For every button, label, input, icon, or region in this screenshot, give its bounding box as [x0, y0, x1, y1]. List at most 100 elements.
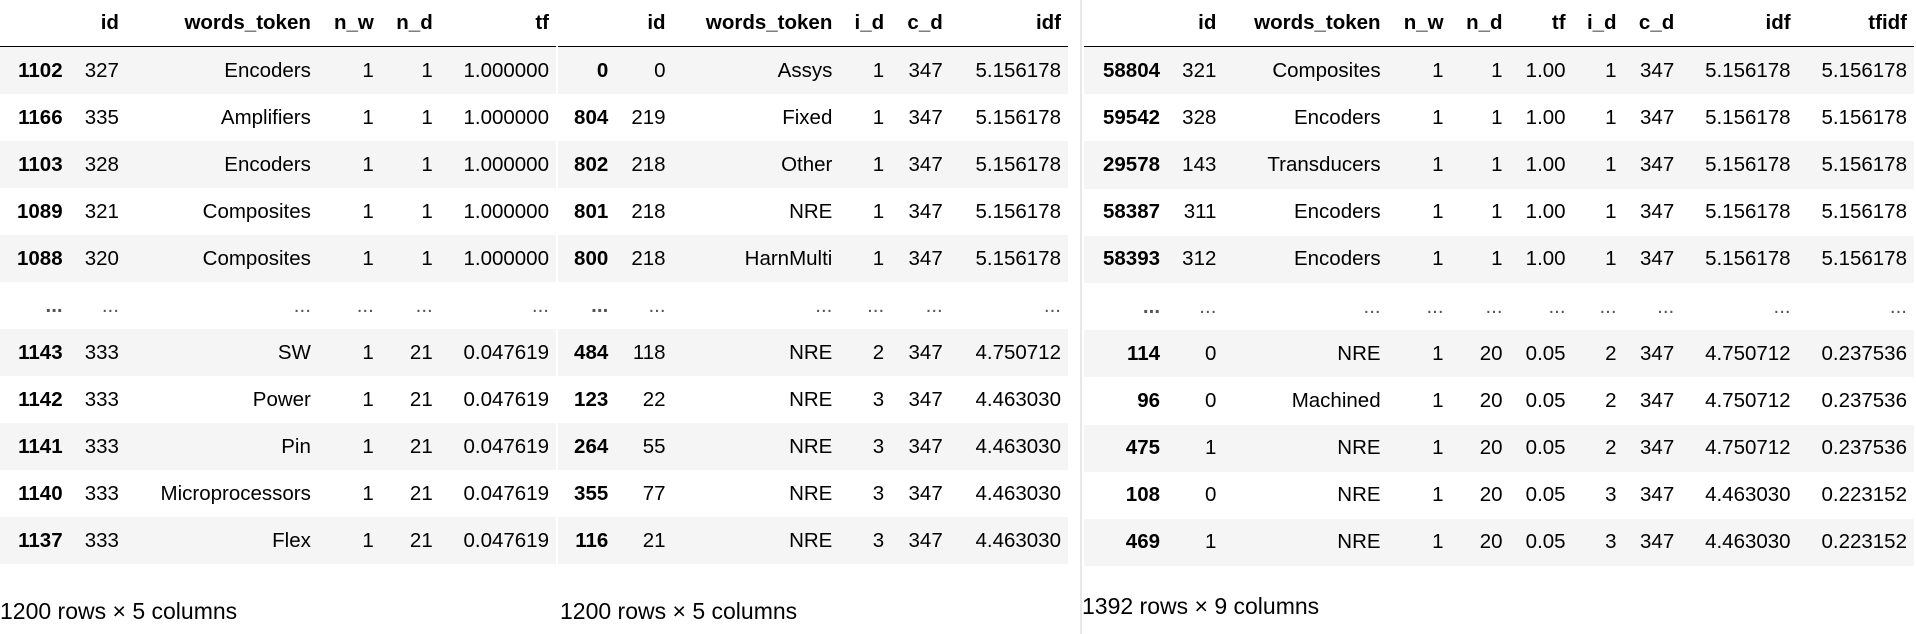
table-cell: 5.156178 — [975, 199, 1061, 223]
table-cell: 218 — [631, 246, 666, 270]
table-cell: Composites — [202, 199, 311, 223]
table-cell: 21 — [642, 528, 666, 552]
table-cell: 4.750712 — [1705, 388, 1791, 412]
row-index-cell: 96 — [1137, 388, 1161, 412]
table-cell: 347 — [908, 340, 943, 364]
table-cell: NRE — [1337, 483, 1381, 507]
table-cell: ... — [1043, 293, 1061, 317]
table-cell: 219 — [631, 105, 666, 129]
column-header: tfidf — [1797, 0, 1914, 47]
table-cell: Amplifiers — [220, 105, 311, 129]
table-cell: NRE — [789, 434, 833, 458]
table-cell: ... — [293, 293, 311, 317]
dataframe-shape-footer: 1200 rows × 5 columns — [0, 598, 238, 624]
table-cell: 1 — [1605, 58, 1617, 82]
table-cell: 21 — [409, 340, 433, 364]
table-cell: 1.00 — [1525, 247, 1566, 271]
table-cell: ... — [1599, 294, 1617, 318]
row-index-cell: 0 — [596, 58, 609, 82]
column-header: tf — [1509, 0, 1573, 47]
table-row: 96 0 Machined 1 20 0.05 2 347 4.750712 0.237536 — [1084, 377, 1914, 424]
table-cell: ... — [1485, 294, 1503, 318]
table-cell: 3 — [872, 528, 885, 552]
table-cell: 1 — [362, 434, 374, 458]
table-row: 800 218 HarnMulti 1 347 5.156178 — [558, 235, 1068, 282]
table-cell: 1 — [1432, 152, 1444, 176]
row-index-cell: 1140 — [18, 481, 63, 505]
table-cell: 321 — [1182, 58, 1217, 82]
table-cell: 333 — [84, 340, 119, 364]
table-cell: 1 — [362, 246, 374, 270]
table-cell: 20 — [1479, 341, 1503, 365]
table-cell: 321 — [84, 199, 119, 223]
table-row: .............................. — [1084, 283, 1914, 330]
table-cell: ... — [925, 293, 943, 317]
column-header: words_token — [1223, 0, 1388, 47]
table-cell: 5.156178 — [1705, 105, 1791, 129]
column-header: i_d — [1572, 0, 1624, 47]
table-cell: 328 — [1182, 105, 1217, 129]
table-cell: 320 — [84, 246, 119, 270]
table-cell: NRE — [789, 199, 833, 223]
table-cell: 3 — [872, 481, 885, 505]
column-header: c_d — [891, 0, 950, 47]
table-row: 1143 333 SW 1 21 0.047619 — [0, 329, 556, 376]
table-cell: 347 — [908, 387, 943, 411]
table-cell: 1.000000 — [463, 152, 549, 176]
table-cell: 1 — [421, 199, 433, 223]
table-cell: 0.237536 — [1821, 436, 1907, 460]
table-cell: 20 — [1479, 483, 1503, 507]
row-index-cell: 1088 — [17, 246, 63, 270]
table-cell: 0.223152 — [1821, 530, 1907, 554]
row-index-cell: 802 — [574, 152, 609, 176]
table-cell: SW — [277, 340, 311, 364]
table-cell: 0 — [1204, 341, 1217, 365]
table-cell: 347 — [908, 199, 943, 223]
table-cell: 20 — [1479, 530, 1503, 554]
table-cell: 1.00 — [1525, 58, 1566, 82]
row-index-cell: 29578 — [1103, 152, 1161, 176]
column-header: n_d — [1450, 0, 1510, 47]
column-header: c_d — [1623, 0, 1682, 47]
table-cell: 5.156178 — [1821, 58, 1907, 82]
table-cell: ... — [101, 293, 119, 317]
column-header: words_token — [125, 0, 318, 47]
table-cell: 21 — [409, 481, 433, 505]
table-cell: Assys — [777, 58, 833, 82]
table-cell: 1.000000 — [463, 199, 549, 223]
table-row: 1088 320 Composites 1 1 1.000000 — [0, 235, 556, 282]
table-cell: 1 — [1491, 58, 1503, 82]
index-column-header — [558, 0, 616, 47]
table-cell: 1 — [1432, 58, 1444, 82]
table-row: 116 21 NRE 3 347 4.463030 — [558, 517, 1068, 564]
table-cell: 347 — [908, 58, 943, 82]
table-cell: 347 — [1640, 58, 1675, 82]
row-index-cell: 58804 — [1103, 58, 1161, 82]
table-cell: 1.00 — [1525, 105, 1566, 129]
row-index-cell: 1166 — [18, 105, 63, 129]
table-cell: 335 — [84, 105, 119, 129]
table-cell: 1 — [362, 199, 374, 223]
table-row: 1166 335 Amplifiers 1 1 1.000000 — [0, 94, 556, 141]
row-index-cell: 108 — [1125, 483, 1161, 507]
column-header: idf — [1681, 0, 1798, 47]
table-cell: 1 — [1491, 105, 1503, 129]
row-index-cell: 116 — [575, 528, 609, 552]
table-row: 264 55 NRE 3 347 4.463030 — [558, 423, 1068, 470]
table-cell: 0.237536 — [1821, 388, 1907, 412]
table-cell: 0 — [1204, 483, 1217, 507]
row-index-cell: 355 — [574, 481, 609, 505]
table-cell: ... — [648, 293, 666, 317]
table-cell: 1 — [421, 246, 433, 270]
table-cell: 1 — [1491, 152, 1503, 176]
table-cell: 5.156178 — [1705, 200, 1791, 224]
table-cell: 1 — [362, 528, 374, 552]
table-cell: 1 — [1491, 200, 1503, 224]
table-cell: 1 — [362, 152, 374, 176]
table-cell: 0.047619 — [463, 434, 549, 458]
table-cell: ... — [815, 293, 833, 317]
table-cell: 1.00 — [1525, 152, 1566, 176]
table-row: 469 1 NRE 1 20 0.05 3 347 4.463030 0.223152 — [1084, 518, 1914, 567]
table-cell: ... — [1773, 294, 1791, 318]
table-cell: 77 — [642, 481, 666, 505]
